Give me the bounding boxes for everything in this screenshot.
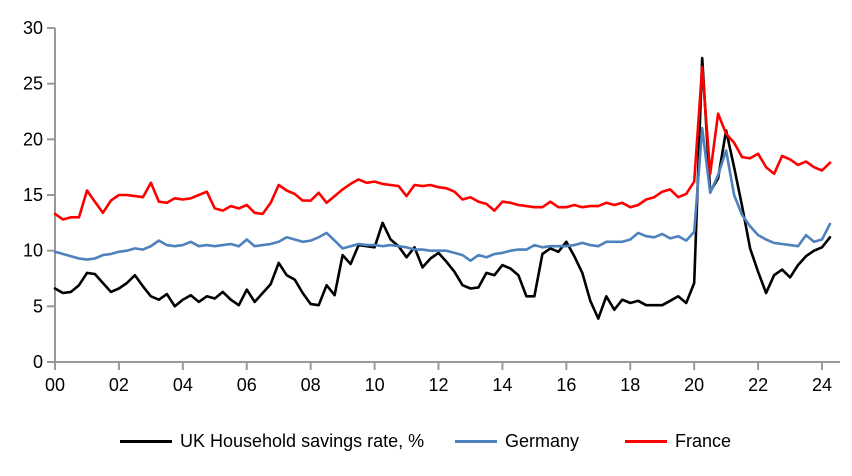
- legend-item-france: France: [625, 428, 731, 454]
- y-tick-label: 15: [23, 185, 43, 205]
- y-tick-label: 20: [23, 129, 43, 149]
- x-tick-label: 04: [173, 375, 193, 395]
- x-tick-label: 06: [237, 375, 257, 395]
- france-line: [53, 65, 832, 221]
- x-tick-label: 20: [684, 375, 704, 395]
- x-tick-label: 08: [301, 375, 321, 395]
- x-tick-label: 00: [45, 375, 65, 395]
- legend-item-uk: UK Household savings rate, %: [120, 428, 424, 454]
- legend-label-germany: Germany: [505, 430, 580, 451]
- legend-label-france: France: [675, 430, 732, 451]
- legend-label-uk: UK Household savings rate, %: [180, 430, 425, 451]
- y-tick-label: 10: [23, 241, 43, 261]
- x-tick-label: 16: [556, 375, 576, 395]
- x-tick-label: 10: [365, 375, 385, 395]
- germany-line-sample: [455, 439, 497, 443]
- y-tick-label: 30: [23, 18, 43, 38]
- x-tick-label: 24: [812, 375, 832, 395]
- x-tick-label: 02: [109, 375, 129, 395]
- x-tick-label: 12: [428, 375, 448, 395]
- x-tick-label: 22: [748, 375, 768, 395]
- x-tick-label: 14: [492, 375, 512, 395]
- y-tick-label: 0: [33, 352, 43, 372]
- legend-item-germany: Germany: [455, 428, 579, 454]
- france-line-sample: [625, 439, 667, 443]
- y-tick-label: 5: [33, 296, 43, 316]
- germany-line: [53, 126, 832, 263]
- y-tick-label: 25: [23, 74, 43, 94]
- legend: UK Household savings rate, % Germany Fra…: [0, 428, 852, 454]
- x-tick-label: 18: [620, 375, 640, 395]
- uk-line-sample: [120, 439, 172, 443]
